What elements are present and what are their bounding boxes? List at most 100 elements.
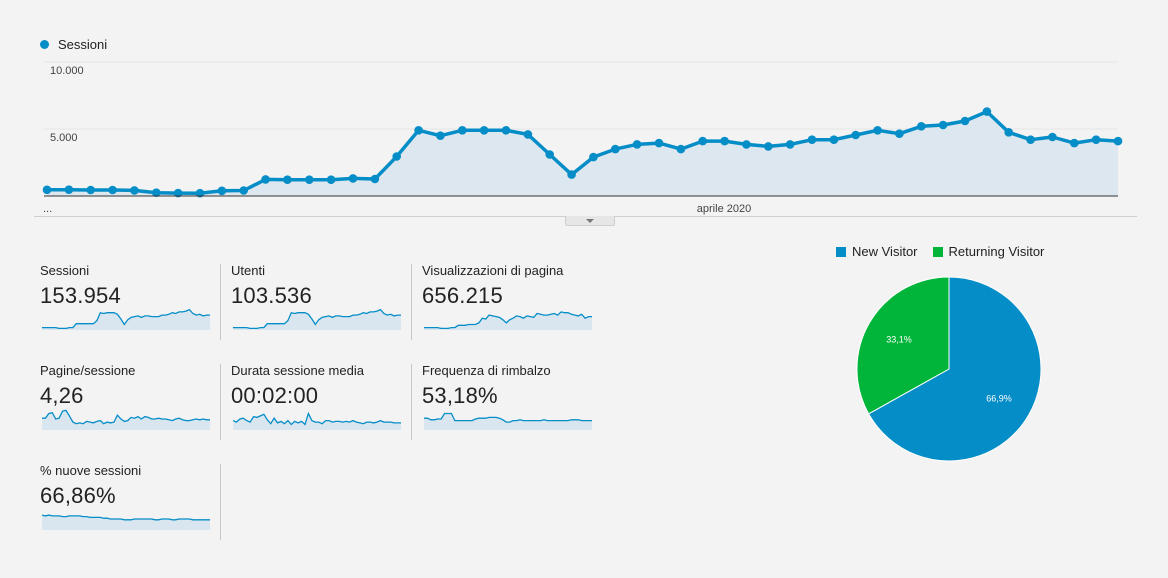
data-point-46[interactable] xyxy=(1048,132,1057,142)
data-point-42[interactable] xyxy=(960,116,970,126)
sparkline-area xyxy=(42,309,210,330)
metric-value: 153.954 xyxy=(40,283,121,308)
metric-pagine-sessione[interactable]: Pagine/sessione 4,26 xyxy=(40,364,220,440)
data-point-3[interactable] xyxy=(108,185,117,195)
metric-label: Utenti xyxy=(231,263,265,278)
data-point-22[interactable] xyxy=(523,130,533,139)
metric-sessioni[interactable]: Sessioni 153.954 xyxy=(40,264,220,340)
collapse-chart-button[interactable] xyxy=(565,216,615,226)
pie-slice-1[interactable] xyxy=(856,276,950,415)
data-point-2[interactable] xyxy=(86,185,95,195)
visitor-pie-chart[interactable]: 66,9% 33,1% xyxy=(850,270,1050,470)
data-point-41[interactable] xyxy=(938,120,948,130)
sessions-area xyxy=(47,111,1118,196)
sparkline xyxy=(233,308,401,330)
data-point-49[interactable] xyxy=(1113,136,1123,146)
metric-frequenza-rimbalzo[interactable]: Frequenza di rimbalzo 53,18% xyxy=(411,364,602,440)
data-point-45[interactable] xyxy=(1026,135,1035,144)
metric-label: Sessioni xyxy=(40,263,90,278)
legend-item-returning-visitor[interactable]: Returning Visitor xyxy=(932,244,1045,259)
metric-label: Pagine/sessione xyxy=(40,363,136,378)
data-point-16[interactable] xyxy=(392,152,402,161)
data-point-29[interactable] xyxy=(676,144,686,154)
data-point-6[interactable] xyxy=(173,188,183,198)
data-point-18[interactable] xyxy=(436,131,445,140)
sparkline-area xyxy=(42,515,210,530)
y-tick-mid: 5.000 xyxy=(50,132,78,144)
data-point-5[interactable] xyxy=(152,188,161,197)
data-point-31[interactable] xyxy=(720,136,729,146)
data-point-23[interactable] xyxy=(545,150,554,159)
metric-value: 00:02:00 xyxy=(231,383,319,408)
data-point-36[interactable] xyxy=(829,135,839,144)
data-point-38[interactable] xyxy=(873,126,882,135)
data-point-24[interactable] xyxy=(567,170,576,179)
data-point-44[interactable] xyxy=(1004,128,1013,137)
data-point-19[interactable] xyxy=(458,126,467,135)
data-point-34[interactable] xyxy=(785,140,795,149)
data-point-26[interactable] xyxy=(611,144,620,154)
pie-legend[interactable]: New Visitor Returning Visitor xyxy=(836,244,1059,259)
sparkline-line xyxy=(42,308,210,330)
data-point-10[interactable] xyxy=(261,175,270,184)
pie-slice-0[interactable] xyxy=(867,276,1042,462)
data-point-32[interactable] xyxy=(742,140,751,149)
legend-label: New Visitor xyxy=(852,244,918,259)
data-point-30[interactable] xyxy=(698,136,707,146)
legend-label: Sessioni xyxy=(58,37,108,52)
data-point-17[interactable] xyxy=(414,126,423,135)
data-point-28[interactable] xyxy=(654,138,664,148)
data-point-27[interactable] xyxy=(632,140,642,149)
sparkline-area xyxy=(424,413,592,430)
data-point-15[interactable] xyxy=(370,174,380,184)
data-point-21[interactable] xyxy=(501,126,511,135)
data-point-4[interactable] xyxy=(130,186,139,195)
data-point-43[interactable] xyxy=(982,107,992,116)
legend-label: Returning Visitor xyxy=(948,244,1045,259)
data-point-48[interactable] xyxy=(1091,135,1101,144)
data-point-9[interactable] xyxy=(239,186,248,195)
data-point-25[interactable] xyxy=(589,152,598,162)
legend-swatch xyxy=(932,246,943,257)
sparkline xyxy=(42,514,210,530)
data-point-13[interactable] xyxy=(326,175,336,184)
data-point-7[interactable] xyxy=(195,188,205,198)
data-point-33[interactable] xyxy=(764,142,773,151)
data-points[interactable] xyxy=(42,107,1123,198)
sparkline-line xyxy=(424,412,592,423)
metric-label: Durata sessione media xyxy=(231,363,364,378)
metric-value: 656.215 xyxy=(422,283,503,308)
sparkline-line xyxy=(233,411,401,426)
sparkline-line xyxy=(233,308,401,330)
data-point-39[interactable] xyxy=(895,129,904,138)
chart-legend[interactable]: Sessioni xyxy=(40,37,107,52)
x-label-start: ... xyxy=(43,203,52,215)
sparkline-line xyxy=(42,514,210,521)
sessions-line-chart: 10.000 5.000 ... aprile 2020 xyxy=(34,61,1137,217)
chevron-down-icon xyxy=(586,218,594,223)
data-point-40[interactable] xyxy=(917,122,926,131)
data-point-35[interactable] xyxy=(807,135,817,144)
x-label-april: aprile 2020 xyxy=(697,203,751,215)
metric-durata-sessione[interactable]: Durata sessione media 00:02:00 xyxy=(220,363,411,440)
data-point-1[interactable] xyxy=(64,185,74,194)
data-point-0[interactable] xyxy=(42,185,52,195)
sparkline xyxy=(233,411,401,430)
series-dot-icon xyxy=(40,40,49,49)
metric-label: Visualizzazioni di pagina xyxy=(422,263,564,278)
metric-visualizzazioni[interactable]: Visualizzazioni di pagina 656.215 xyxy=(411,263,602,340)
data-point-14[interactable] xyxy=(348,174,358,183)
sparkline-area xyxy=(233,309,401,330)
data-point-47[interactable] xyxy=(1070,138,1079,148)
metric-label: % nuove sessioni xyxy=(40,463,142,478)
data-point-11[interactable] xyxy=(283,175,292,184)
data-point-20[interactable] xyxy=(479,126,489,135)
data-point-37[interactable] xyxy=(851,130,860,140)
data-point-8[interactable] xyxy=(217,186,227,196)
metric-nuove-sessioni[interactable]: % nuove sessioni 66,86% xyxy=(40,464,220,540)
metric-utenti[interactable]: Utenti 103.536 xyxy=(220,263,411,340)
pie-slice-label-1: 33,1% xyxy=(886,335,912,345)
legend-item-new-visitor[interactable]: New Visitor xyxy=(836,244,918,259)
data-point-12[interactable] xyxy=(305,175,314,184)
sparkline xyxy=(42,409,210,430)
